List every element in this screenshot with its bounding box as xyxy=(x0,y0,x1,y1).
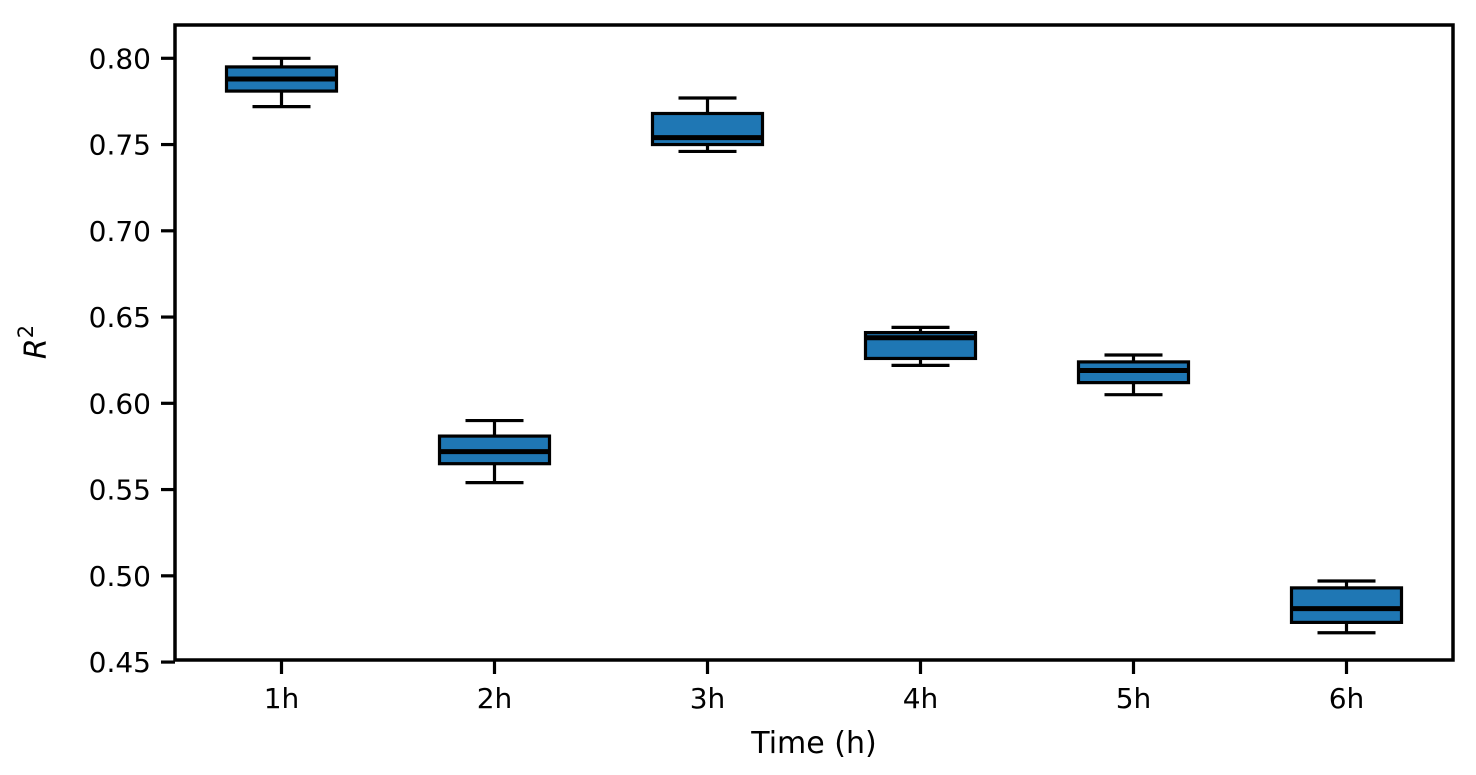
y-tick-label: 0.60 xyxy=(89,387,151,420)
y-tick-label: 0.55 xyxy=(89,474,151,507)
y-tick-label: 0.70 xyxy=(89,215,151,248)
x-tick-label: 5h xyxy=(1116,682,1152,715)
box-6h xyxy=(1289,586,1404,624)
x-axis-label: Time (h) xyxy=(750,726,876,761)
y-tick-label: 0.80 xyxy=(89,42,151,75)
x-tick-label: 4h xyxy=(903,682,939,715)
y-tick-label: 0.65 xyxy=(89,301,151,334)
x-tick-label: 2h xyxy=(477,682,513,715)
x-tick-label: 6h xyxy=(1329,682,1365,715)
y-tick-label: 0.75 xyxy=(89,129,151,162)
y-tick-label: 0.50 xyxy=(89,560,151,593)
axes-spines xyxy=(173,23,1455,662)
x-tick-label: 1h xyxy=(264,682,300,715)
y-tick-label: 0.45 xyxy=(89,646,151,679)
x-tick-label: 3h xyxy=(690,682,726,715)
y-axis-label: R2 xyxy=(14,325,54,359)
